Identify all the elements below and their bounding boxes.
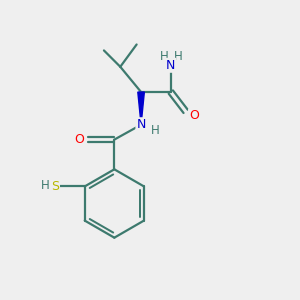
- Text: S: S: [51, 180, 59, 193]
- Text: H: H: [41, 179, 50, 192]
- Text: N: N: [166, 59, 176, 72]
- Text: H: H: [151, 124, 160, 136]
- Polygon shape: [138, 92, 144, 125]
- Text: O: O: [189, 109, 199, 122]
- Text: O: O: [74, 133, 84, 146]
- Text: N: N: [136, 118, 146, 131]
- Text: H: H: [160, 50, 169, 64]
- Text: H: H: [174, 50, 183, 64]
